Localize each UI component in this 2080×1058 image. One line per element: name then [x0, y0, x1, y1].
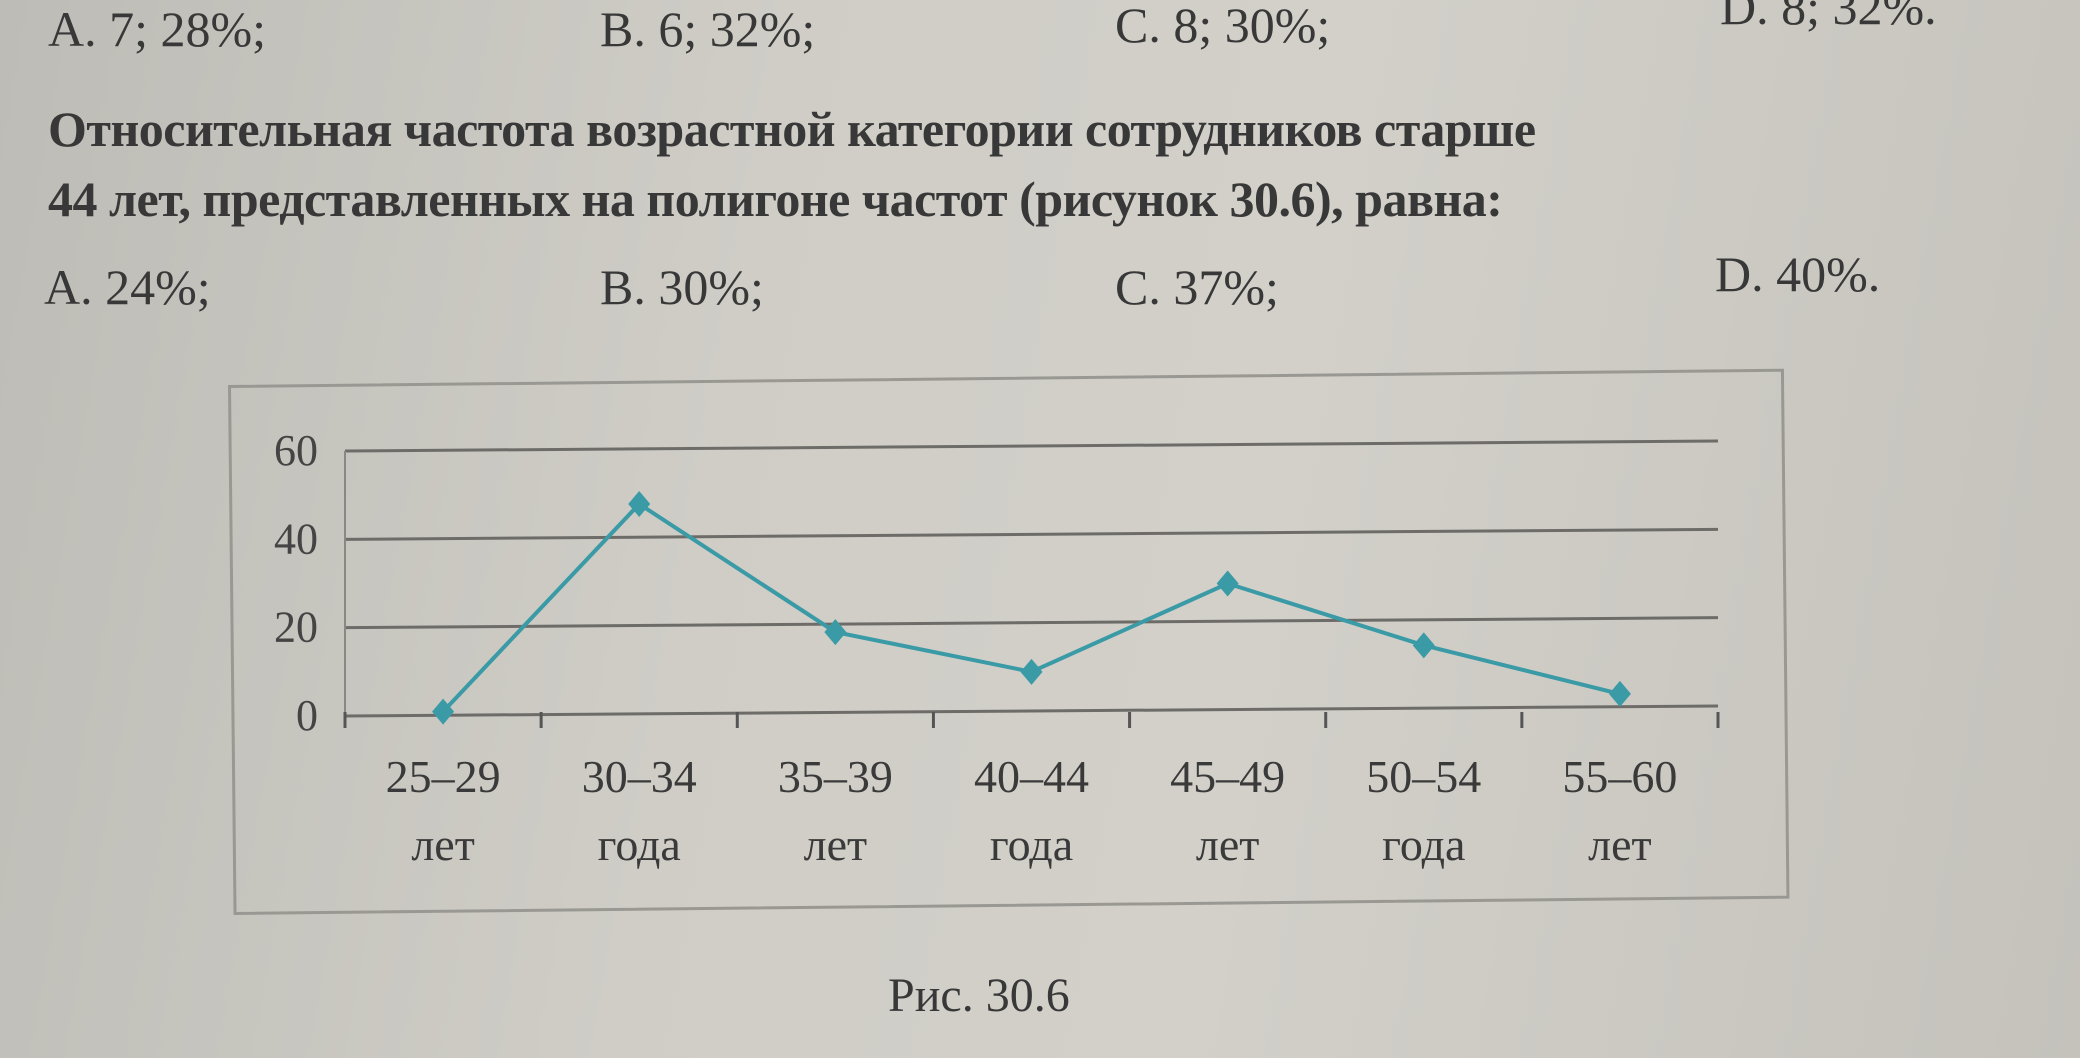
y-tick-label: 0	[296, 691, 318, 740]
x-tick-sublabel: лет	[1588, 819, 1651, 870]
prev-option-c: C. 8; 30%;	[1115, 0, 1331, 53]
data-point-marker	[824, 619, 847, 646]
x-tick-label: 45–49	[1170, 751, 1285, 802]
x-tick-label: 25–29	[386, 751, 501, 802]
gridline-20	[344, 616, 1719, 630]
figure-caption: Рис. 30.6	[888, 969, 1070, 1022]
gridline-0	[344, 704, 1719, 718]
y-tick-label: 60	[274, 426, 318, 475]
x-tick-sublabel: года	[598, 819, 681, 870]
data-point-marker	[432, 698, 455, 725]
y-tick-label: 20	[274, 603, 318, 652]
gridline-60	[344, 439, 1719, 453]
option-b: B. 30%;	[600, 259, 764, 315]
data-point-marker	[1216, 570, 1239, 597]
prev-option-a: A. 7; 28%;	[48, 1, 267, 57]
question-line-2: 44 лет, представленных на полигоне часто…	[48, 171, 1503, 227]
y-tick-label: 40	[274, 514, 318, 563]
option-c: C. 37%;	[1115, 259, 1279, 315]
question-line-1: Относительная частота возрастной категор…	[48, 101, 1536, 157]
x-tick-label: 40–44	[974, 751, 1089, 802]
x-tick-sublabel: года	[1382, 819, 1465, 870]
x-tick-sublabel: лет	[804, 819, 867, 870]
data-point-marker	[628, 491, 651, 517]
x-tick-label: 50–54	[1366, 751, 1481, 802]
x-tick-sublabel: лет	[411, 819, 474, 870]
option-a: A. 24%;	[44, 259, 211, 315]
x-tick-sublabel: года	[990, 819, 1073, 870]
x-tick-sublabel: лет	[1196, 819, 1259, 870]
data-point-marker	[1608, 680, 1631, 707]
gridline-40	[344, 527, 1719, 541]
x-tick-label: 55–60	[1562, 751, 1677, 802]
prev-option-d: D. 8; 32%.	[1720, 0, 1937, 35]
x-tick-label: 35–39	[778, 751, 893, 802]
option-d: D. 40%.	[1715, 246, 1881, 302]
x-tick-label: 30–34	[582, 751, 697, 802]
data-point-marker	[1020, 658, 1043, 685]
data-point-marker	[1412, 632, 1435, 659]
prev-option-b: B. 6; 32%;	[600, 1, 816, 57]
